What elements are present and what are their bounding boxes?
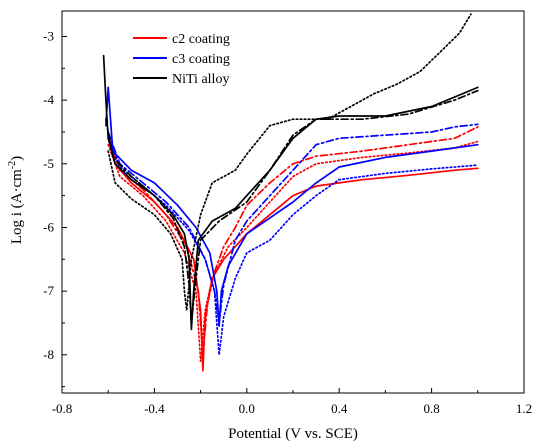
y-axis-label: Log i (A·cm-2) (7, 156, 25, 244)
y-tick-label: -5 (43, 156, 54, 171)
y-tick-label: -7 (43, 283, 54, 298)
x-axis-label: Potential (V vs. SCE) (228, 426, 358, 442)
series-line-c2-coating-dashdot (107, 126, 479, 356)
x-tick-label: 0.0 (239, 401, 255, 416)
x-tick-label: 1.2 (516, 401, 532, 416)
series-line-c3-coating-dotted (107, 137, 479, 356)
legend-label: c3 coating (172, 52, 230, 67)
x-tick-label: -0.4 (144, 401, 165, 416)
y-axis-label-superscript: -2 (7, 161, 18, 169)
y-tick-label: -4 (43, 92, 54, 107)
series-line-c3-coating-solid (105, 86, 479, 327)
series-line-niti-alloy-solid (102, 54, 479, 331)
y-tick-label: -6 (43, 219, 54, 234)
x-tick-label: -0.8 (52, 401, 73, 416)
series-line-niti-alloy-dotted (107, 13, 472, 312)
legend-label: NiTi alloy (172, 72, 229, 87)
x-tick-label: 0.4 (331, 401, 348, 416)
series-line-c3-coating-dashdot (107, 123, 479, 324)
y-tick-label: -8 (43, 347, 54, 362)
series-line-c2-coating-solid (107, 131, 479, 372)
series-line-c2-coating-dotted (107, 140, 479, 363)
ticks-layer: -0.8 -0.4 0.0 0.4 0.8 1.2 -3 -4 -5 -6 -7 -8 (43, 28, 532, 416)
legend-label: c2 coating (172, 32, 230, 47)
x-tick-label: 0.8 (423, 401, 439, 416)
legend: c2 coating c3 coating NiTi alloy (133, 32, 230, 87)
series-layer (102, 13, 479, 372)
series-line-niti-alloy-dashdot (105, 89, 479, 324)
y-tick-label: -3 (43, 28, 54, 43)
